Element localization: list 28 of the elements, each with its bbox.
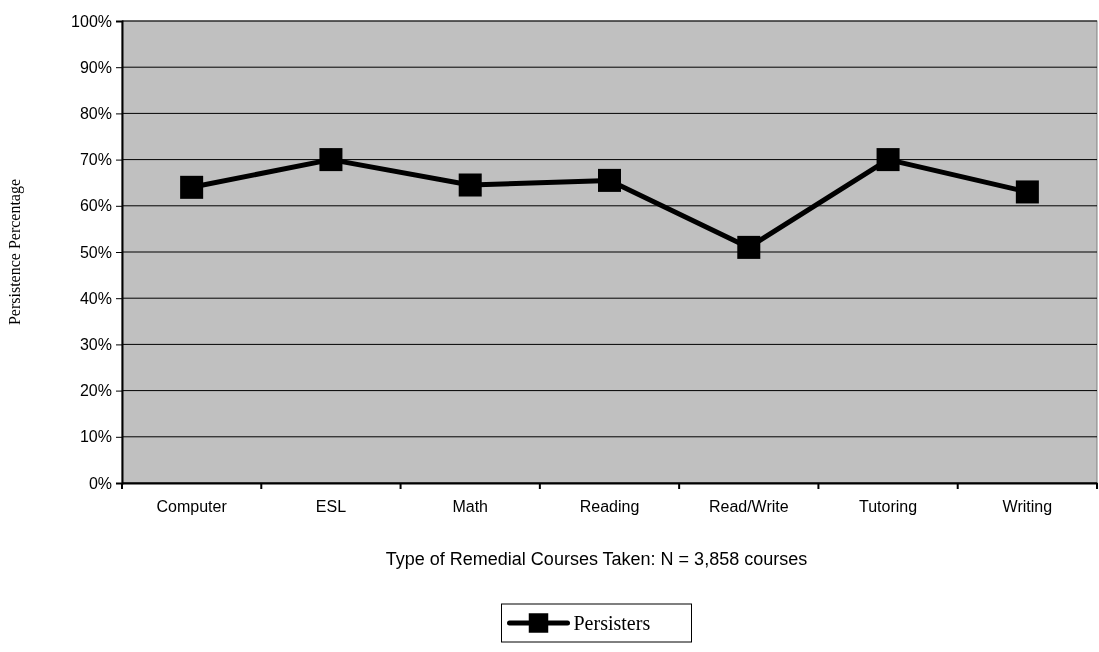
y-axis-title: Persistence Percentage	[6, 178, 24, 326]
y-tick-label: 40%	[79, 289, 112, 307]
y-tick-label: 30%	[79, 336, 112, 354]
point	[319, 148, 343, 172]
point	[180, 175, 204, 199]
point	[458, 173, 482, 197]
point	[597, 168, 622, 192]
y-tick-label: 10%	[79, 428, 112, 446]
x-tick-label: Writing	[1002, 498, 1053, 516]
x-tick-label: Tutoring	[859, 498, 918, 516]
x-tick-label: Math	[452, 498, 488, 516]
y-tick-label: 70%	[79, 151, 112, 169]
point	[737, 235, 761, 259]
y-tick-label: 60%	[79, 197, 112, 215]
y-tick-label: 0%	[88, 474, 112, 492]
x-axis-title: Type of Remedial Courses Taken: N = 3,858 courses	[385, 549, 808, 569]
x-tick-label: Reading	[579, 498, 640, 516]
point	[1015, 180, 1039, 204]
y-tick-label: 80%	[79, 105, 112, 123]
y-tick-label: 20%	[79, 382, 112, 400]
y-tick-label: 90%	[79, 58, 112, 76]
y-tick-label: 50%	[79, 243, 112, 261]
x-tick-label: Computer	[156, 498, 228, 516]
x-tick-label: ESL	[315, 498, 347, 516]
y-tick-label: 100%	[71, 12, 112, 30]
legend-label: Persisters	[573, 612, 651, 634]
x-tick-label: Read/Write	[708, 498, 789, 516]
point	[876, 148, 900, 172]
